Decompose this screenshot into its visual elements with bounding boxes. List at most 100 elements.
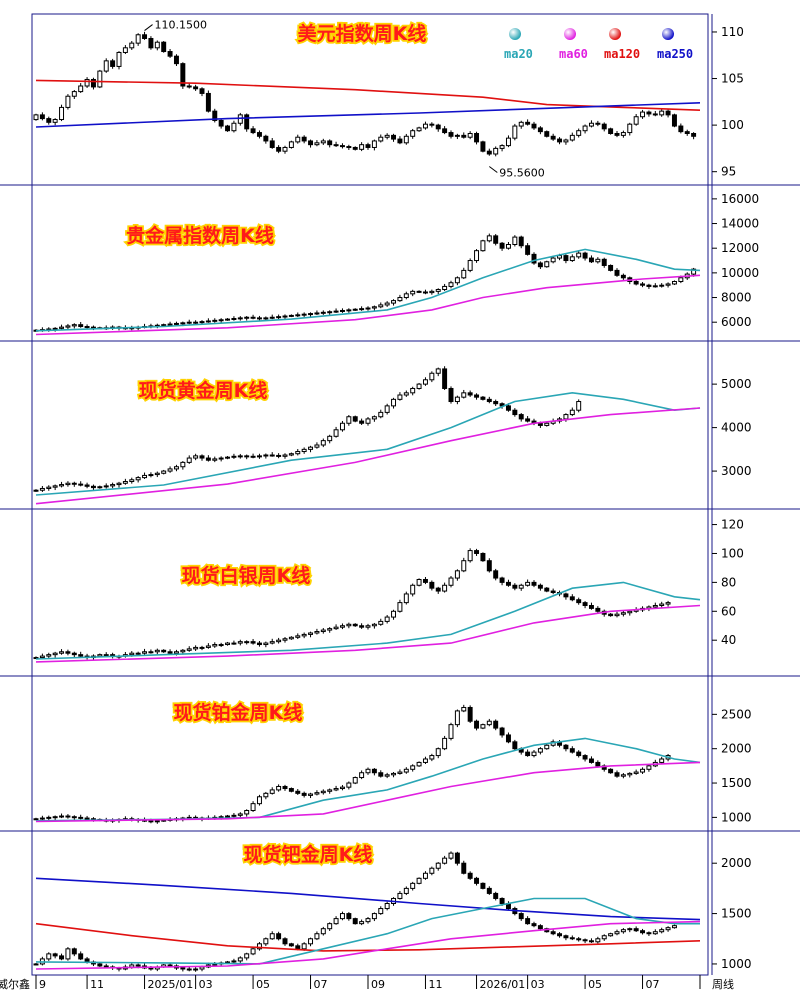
candle bbox=[461, 704, 467, 713]
candle bbox=[384, 301, 390, 307]
candle bbox=[71, 481, 77, 487]
candle bbox=[403, 886, 409, 896]
candle bbox=[276, 145, 282, 154]
legend-label: ma250 bbox=[657, 47, 693, 61]
candle bbox=[435, 747, 441, 759]
candle bbox=[371, 305, 377, 311]
candle bbox=[193, 320, 199, 325]
candle bbox=[371, 622, 377, 629]
candle bbox=[282, 314, 288, 319]
y-tick-label: 6000 bbox=[721, 315, 752, 329]
candle bbox=[129, 477, 135, 484]
y-tick-label: 100 bbox=[721, 118, 744, 132]
panel-title: 现货白银周K线 bbox=[182, 564, 311, 587]
candle bbox=[90, 77, 96, 90]
candle bbox=[365, 416, 371, 426]
candle bbox=[39, 815, 45, 821]
candle bbox=[608, 264, 614, 272]
candle bbox=[39, 112, 45, 121]
candle bbox=[186, 455, 192, 464]
candle bbox=[659, 601, 665, 608]
candle bbox=[435, 586, 441, 594]
candle bbox=[512, 123, 518, 141]
candle bbox=[288, 140, 294, 149]
candle bbox=[154, 40, 160, 51]
candle bbox=[110, 58, 116, 69]
candle bbox=[352, 146, 358, 151]
candle bbox=[627, 772, 633, 778]
y-tick-label: 40 bbox=[721, 633, 736, 647]
candle bbox=[186, 319, 192, 325]
candle bbox=[652, 602, 658, 609]
candle bbox=[454, 395, 460, 405]
candle bbox=[59, 324, 65, 330]
ma-line bbox=[35, 737, 701, 822]
candle bbox=[659, 927, 665, 934]
candle bbox=[244, 809, 250, 817]
y-tick-label: 80 bbox=[721, 575, 736, 589]
candle bbox=[486, 233, 492, 243]
footer-left-label: 威尔鑫 bbox=[0, 977, 30, 990]
candle bbox=[652, 111, 658, 117]
candle bbox=[244, 113, 250, 132]
candle bbox=[595, 120, 601, 127]
x-tick-label: 05 bbox=[256, 978, 270, 990]
candle bbox=[339, 420, 345, 432]
candle bbox=[563, 138, 569, 145]
annotation-leader bbox=[489, 166, 498, 173]
y-tick-label: 120 bbox=[721, 518, 744, 532]
candle bbox=[320, 926, 326, 936]
candle bbox=[442, 283, 448, 291]
candle bbox=[416, 290, 422, 294]
candle bbox=[569, 254, 575, 262]
candle bbox=[52, 815, 58, 821]
candle bbox=[582, 938, 588, 944]
candle bbox=[180, 966, 186, 972]
candle bbox=[410, 386, 416, 396]
candle bbox=[142, 963, 148, 970]
candle bbox=[480, 239, 486, 252]
candle bbox=[65, 947, 71, 961]
candle bbox=[671, 924, 677, 929]
annotation-leader bbox=[144, 24, 153, 31]
candle bbox=[135, 33, 141, 46]
candle bbox=[327, 922, 333, 931]
candle bbox=[576, 750, 582, 758]
legend-dot bbox=[509, 28, 521, 40]
candle bbox=[237, 112, 243, 126]
legend-label: ma60 bbox=[559, 47, 588, 61]
candle bbox=[276, 784, 282, 792]
candle bbox=[90, 960, 96, 967]
candle bbox=[186, 83, 192, 89]
candle bbox=[454, 851, 460, 866]
candle bbox=[263, 453, 269, 459]
candle bbox=[256, 315, 262, 321]
candle bbox=[78, 651, 84, 658]
candle bbox=[263, 641, 269, 648]
candle bbox=[569, 594, 575, 602]
candle bbox=[608, 613, 614, 617]
candle bbox=[308, 631, 314, 638]
candle bbox=[640, 109, 646, 119]
candle bbox=[384, 403, 390, 415]
candle bbox=[422, 289, 428, 295]
candle bbox=[308, 312, 314, 317]
candle bbox=[391, 133, 397, 142]
candle bbox=[327, 139, 333, 148]
candle bbox=[167, 48, 173, 58]
candle bbox=[416, 877, 422, 885]
candle bbox=[499, 726, 505, 738]
candle bbox=[327, 310, 333, 315]
ma-line bbox=[35, 407, 701, 505]
candle bbox=[595, 606, 601, 614]
candle bbox=[403, 291, 409, 300]
candle bbox=[39, 485, 45, 492]
candle bbox=[193, 967, 199, 972]
x-axis: 9 11 2025/01 03 05 07 09 11 2026/01 03 05 07 威尔鑫 周线 bbox=[0, 975, 734, 990]
candle bbox=[493, 568, 499, 581]
candle bbox=[442, 126, 448, 135]
candle bbox=[352, 415, 358, 423]
candle bbox=[378, 770, 384, 778]
candle bbox=[384, 901, 390, 911]
candle bbox=[282, 145, 288, 154]
